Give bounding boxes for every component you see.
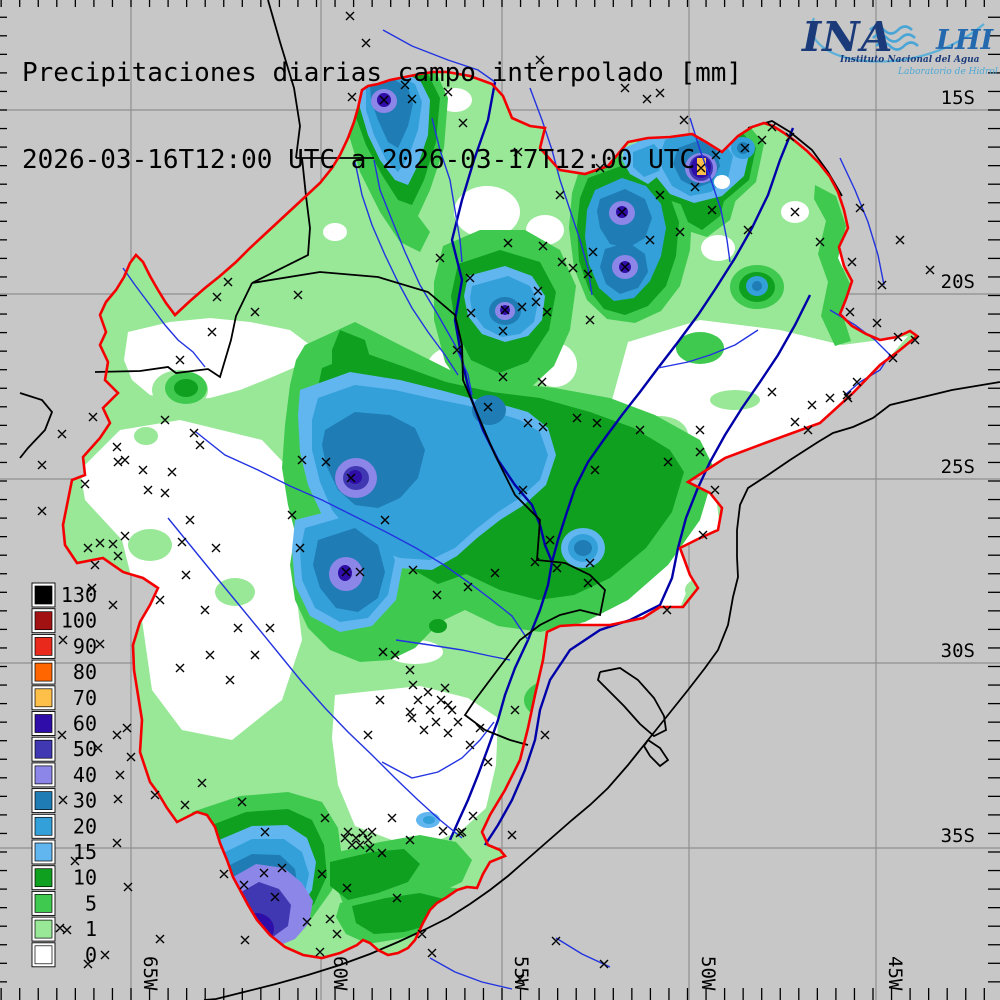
lon-label: 55W — [510, 956, 532, 991]
logo-subtitle-lab: Laboratorio de Hidrología — [897, 66, 998, 77]
legend-swatch — [34, 662, 53, 682]
legend-value: 20 — [73, 814, 97, 838]
legend-swatch — [34, 585, 53, 605]
legend-value: 15 — [73, 840, 97, 864]
legend-swatch — [34, 842, 53, 862]
legend-swatch — [34, 791, 53, 810]
legend-value: 40 — [73, 763, 97, 787]
lat-label: 30S — [941, 640, 975, 662]
legend-value: 130 — [61, 583, 97, 607]
map-title-line1: Precipitaciones diarias campo interpolad… — [22, 58, 743, 88]
legend-value: 5 — [85, 891, 97, 915]
legend-value: 100 — [61, 609, 97, 633]
logo-subtitle-institute: Instituto Nacional del Agua — [839, 55, 980, 65]
legend-swatch — [34, 688, 53, 708]
legend-value: 70 — [73, 686, 97, 710]
legend-swatch — [34, 611, 53, 631]
logo-lhi-text: LHI — [935, 25, 994, 56]
lon-label: 45W — [884, 956, 906, 991]
lon-label: 65W — [139, 956, 161, 991]
lat-label: 15S — [941, 87, 975, 109]
legend-value: 60 — [73, 712, 97, 736]
lat-label: 25S — [941, 456, 975, 478]
legend-value: 30 — [73, 789, 97, 813]
lat-label: 20S — [941, 271, 975, 293]
axis-labels: 15S 20S 25S 30S 35S 65W 60W 55W 50W 45W — [139, 87, 975, 991]
legend-swatch — [34, 739, 53, 759]
legend-value: 90 — [73, 634, 97, 658]
station-markers — [37, 11, 935, 984]
country-borders — [19, 0, 1000, 1000]
legend-swatch — [34, 714, 53, 733]
lon-label: 60W — [329, 956, 351, 991]
legend-swatch — [34, 894, 53, 913]
map-title: Precipitaciones diarias campo interpolad… — [22, 1, 742, 233]
legend-swatch — [34, 637, 53, 656]
logo-waves-icon — [869, 25, 919, 51]
basin-outline — [61, 70, 920, 960]
ina-logo: INA LHI Instituto Nacional del Agua Labo… — [801, 13, 998, 77]
logo-arc — [810, 17, 985, 63]
legend-value: 10 — [73, 866, 97, 890]
lon-label: 50W — [697, 956, 719, 991]
legend-value: 50 — [73, 737, 97, 761]
legend-swatch — [34, 816, 53, 836]
map-title-line2: 2026-03-16T12:00 UTC a 2026-03-17T12:00 … — [22, 145, 696, 175]
legend-swatch — [34, 765, 53, 785]
logo-ina-text: INA — [801, 13, 893, 61]
legend-value: 80 — [73, 660, 97, 684]
legend-swatch — [34, 868, 53, 888]
legend-value: 0 — [85, 943, 97, 967]
legend-value: 1 — [85, 917, 97, 941]
legend-swatch — [34, 945, 53, 965]
legend-swatch — [34, 919, 53, 939]
lat-label: 35S — [941, 825, 975, 847]
